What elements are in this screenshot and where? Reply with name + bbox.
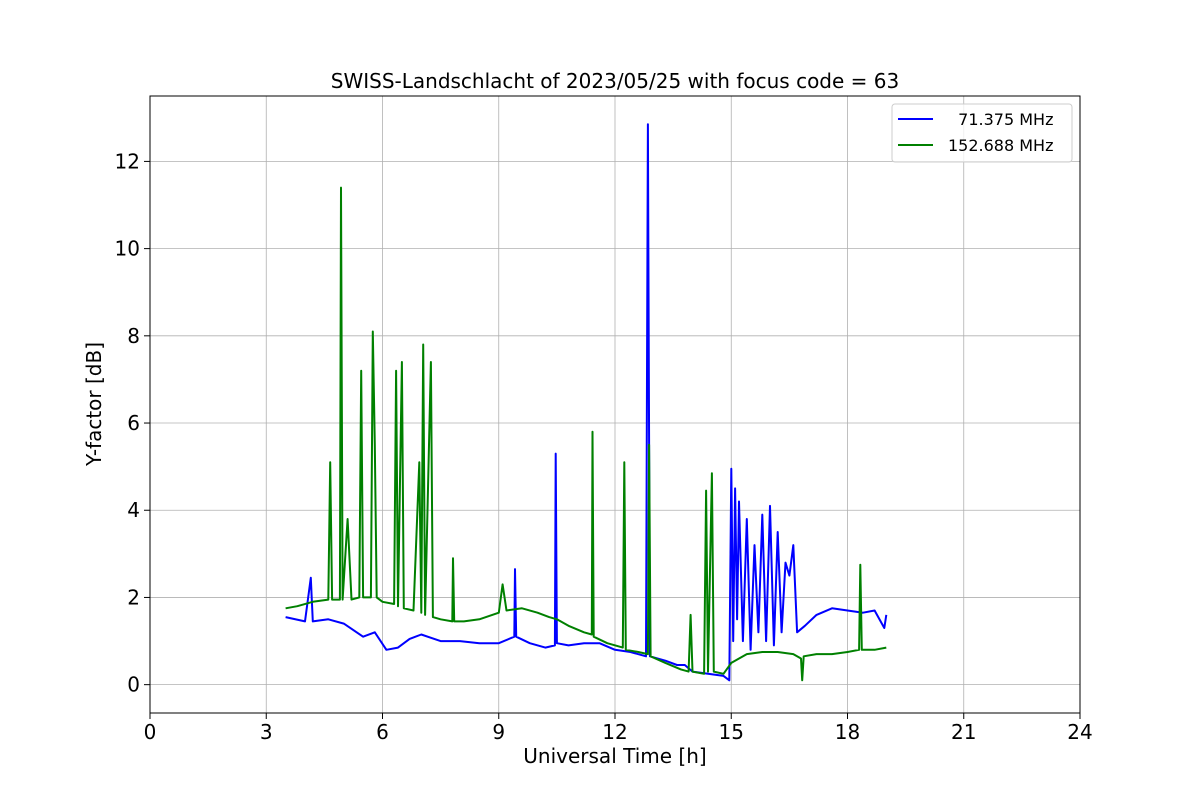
legend-label-152-mhz: 152.688 MHz: [948, 136, 1053, 155]
y-tick-label: 8: [127, 324, 140, 348]
x-tick-label: 9: [492, 720, 505, 744]
y-tick-label: 12: [115, 149, 140, 173]
x-axis: 0 3 6 9 12 15 18 21 24: [144, 713, 1093, 744]
x-tick-label: 24: [1067, 720, 1092, 744]
chart-title: SWISS-Landschlacht of 2023/05/25 with fo…: [331, 69, 899, 93]
legend-box: [891, 103, 1073, 163]
y-axis: 0 2 4 6 8 10 12: [115, 149, 150, 697]
y-tick-label: 10: [115, 237, 140, 261]
x-tick-label: 0: [144, 720, 157, 744]
series-layer: [285, 123, 888, 682]
x-tick-label: 15: [719, 720, 744, 744]
legend-label-71-mhz: 71.375 MHz: [948, 110, 1053, 129]
x-tick-label: 3: [260, 720, 273, 744]
legend: 71.375 MHz 152.688 MHz: [891, 103, 1073, 163]
x-tick-label: 12: [602, 720, 627, 744]
x-tick-label: 6: [376, 720, 389, 744]
y-tick-label: 6: [127, 411, 140, 435]
series-line-152-mhz: [285, 186, 887, 682]
y-tick-label: 4: [127, 498, 140, 522]
y-tick-label: 0: [127, 673, 140, 697]
x-axis-label: Universal Time [h]: [523, 744, 706, 768]
y-axis-label: Y-factor [dB]: [82, 342, 106, 467]
series-line-71-mhz: [285, 123, 888, 682]
x-tick-label: 21: [951, 720, 976, 744]
x-tick-label: 18: [835, 720, 860, 744]
y-tick-label: 2: [127, 585, 140, 609]
